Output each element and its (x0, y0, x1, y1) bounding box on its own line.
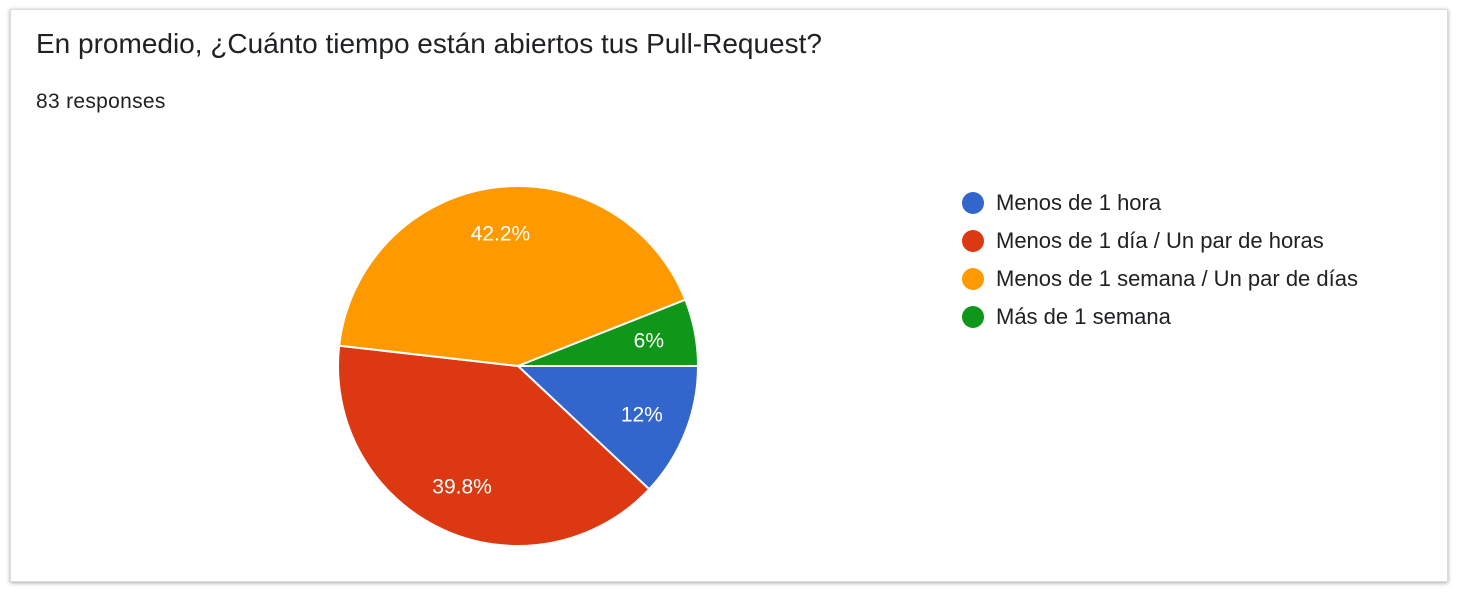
pie-slice (517, 298, 700, 367)
legend-swatch (962, 230, 984, 252)
slice-label: 12% (621, 404, 663, 427)
chart-title: En promedio, ¿Cuánto tiempo están abiert… (36, 28, 822, 59)
legend-item: Menos de 1 semana / Un par de días (962, 260, 1358, 298)
legend-label: Menos de 1 semana / Un par de días (996, 266, 1358, 291)
legend-swatch (962, 306, 984, 328)
chart-card: En promedio, ¿Cuánto tiempo están abiert… (10, 9, 1448, 582)
legend-label: Menos de 1 día / Un par de horas (996, 228, 1324, 253)
pie-slice (338, 185, 687, 368)
legend-label: Más de 1 semana (996, 304, 1171, 329)
legend-swatch (962, 192, 984, 214)
pie-slice (337, 344, 651, 547)
legend-swatch (962, 268, 984, 290)
pie-slice (515, 365, 700, 491)
slice-label: 42.2% (471, 222, 531, 245)
legend-item: Más de 1 semana (962, 298, 1358, 336)
slice-label: 6% (634, 330, 664, 353)
legend-item: Menos de 1 día / Un par de horas (962, 222, 1358, 260)
legend-label: Menos de 1 hora (996, 190, 1162, 215)
slice-label: 39.8% (432, 475, 492, 498)
legend-item: Menos de 1 hora (962, 184, 1358, 222)
chart-legend: Menos de 1 hora Menos de 1 día / Un par d… (962, 184, 1358, 336)
response-count: 83 responses (36, 90, 166, 113)
